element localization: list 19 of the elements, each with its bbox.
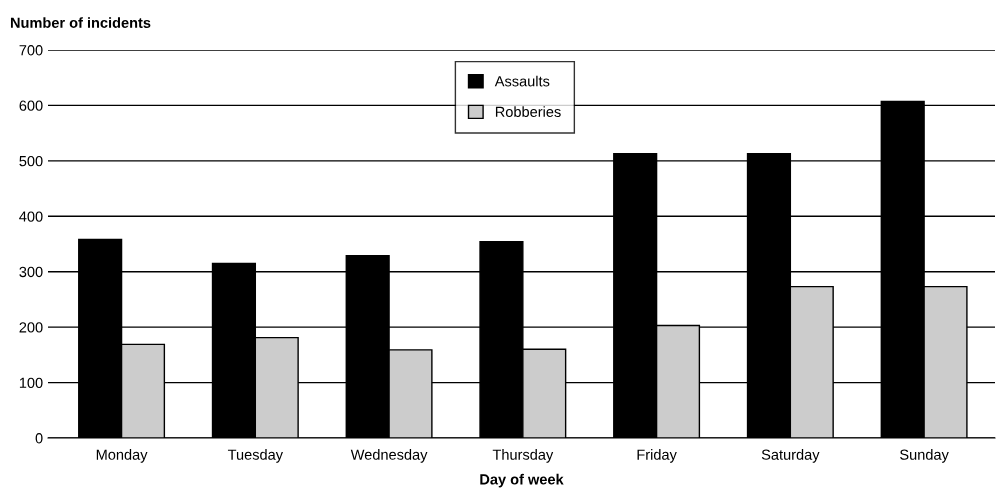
y-tick-label: 700 bbox=[19, 45, 43, 56]
y-tick-label: 100 bbox=[19, 377, 43, 388]
y-tick-label: 500 bbox=[19, 155, 43, 167]
x-tick-label: Saturday bbox=[761, 449, 820, 463]
y-axis-title: Number of incidents bbox=[10, 17, 151, 28]
x-tick-label: Wednesday bbox=[350, 449, 428, 463]
x-tick-label: Tuesday bbox=[227, 449, 283, 463]
y-tick-label: 300 bbox=[19, 266, 43, 278]
legend-label: Assaults bbox=[494, 75, 550, 87]
y-tick-label: 0 bbox=[35, 433, 43, 444]
y-tick-label: 200 bbox=[19, 322, 43, 333]
x-tick-label: Monday bbox=[96, 449, 148, 463]
x-tick-label: Sunday bbox=[900, 449, 949, 463]
x-tick-label: Friday bbox=[637, 449, 677, 463]
x-tick-label: Thursday bbox=[492, 449, 554, 463]
legend-label: Robberies bbox=[495, 106, 561, 118]
y-tick-label: 400 bbox=[19, 211, 43, 222]
y-tick-label: 600 bbox=[19, 100, 43, 111]
x-axis-title: Day of week bbox=[480, 473, 564, 488]
